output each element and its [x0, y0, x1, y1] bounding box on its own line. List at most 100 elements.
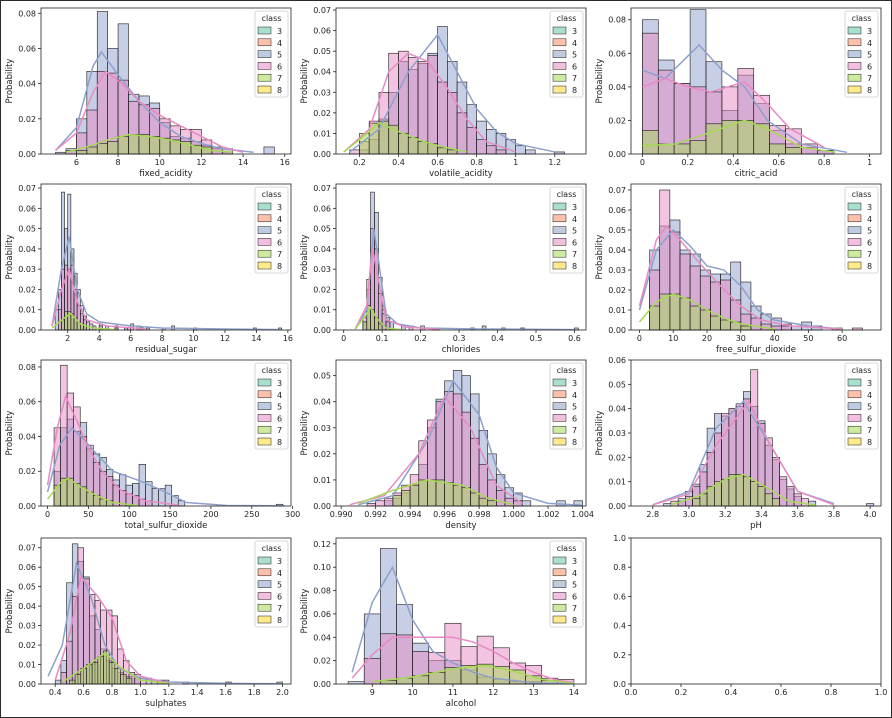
histogram-bar: [107, 141, 119, 155]
histogram-bar: [525, 149, 536, 155]
kde-curve-class-6: [349, 395, 523, 506]
legend-label: 3: [867, 379, 872, 388]
series-class-6: [65, 71, 233, 155]
legend: class 3 4 5 6 7 8: [844, 10, 879, 98]
legend: class 3 4 5 6 7 8: [254, 540, 289, 628]
x-tick-label: 12: [488, 688, 498, 697]
x-tick-label: 0.998: [468, 510, 491, 519]
x-tick-label: 14: [569, 688, 579, 697]
legend-swatch-class-7: [847, 73, 862, 82]
legend-label: 6: [277, 238, 282, 247]
x-tick-label: 10: [408, 688, 418, 697]
histogram-bar: [476, 139, 487, 155]
legend-label: 3: [867, 203, 872, 212]
y-tick-label: 0.03: [313, 265, 331, 274]
x-tick-label: 1.000: [502, 510, 525, 519]
histogram-bar: [362, 321, 368, 331]
x-tick-label: 0.2: [414, 334, 427, 343]
legend-title: class: [262, 190, 282, 199]
x-tick-label: 1.6: [219, 688, 232, 697]
legend-label: 6: [572, 238, 577, 247]
x-tick-label: 8: [116, 158, 121, 167]
legend-swatch-class-6: [847, 62, 862, 70]
y-tick-label: 0.04: [313, 68, 331, 77]
histogram-bar: [378, 323, 383, 331]
y-tick-label: 0.0: [613, 680, 626, 689]
legend-swatch-class-4: [257, 38, 272, 47]
histogram-bar: [692, 498, 701, 507]
legend-label: 6: [277, 62, 282, 71]
y-tick-label: 0.08: [608, 16, 626, 25]
y-tick-label: 0.00: [608, 150, 626, 159]
x-tick-label: 0.0: [625, 688, 638, 697]
axes-frame: [335, 359, 587, 507]
subplot-10: 0.4 0.6 0.8 1.0 1.2 1.4 1.6 1.8 2.0 0.00 0.01 0.02 0…: [5, 537, 292, 709]
x-tick-label: 300: [285, 510, 300, 519]
series-class-7: [69, 650, 133, 685]
kde-curve-class-5: [46, 426, 285, 507]
kde-curve-class-6: [46, 394, 179, 506]
legend-swatch-class-8: [552, 437, 567, 446]
histogram-bar: [721, 478, 730, 507]
x-tick-label: 3.0: [683, 510, 696, 519]
histogram-bar: [764, 493, 773, 507]
legend-label: 8: [572, 262, 577, 271]
legend-label: 3: [277, 379, 282, 388]
histogram-bar: [117, 136, 129, 155]
legend-label: 3: [572, 203, 577, 212]
x-tick-label: 0.992: [364, 510, 387, 519]
legend-swatch-class-8: [257, 261, 272, 270]
kde-curve-class-6: [642, 77, 825, 148]
histogram-bar: [515, 145, 526, 155]
legend-title: class: [557, 544, 577, 553]
legend-label: 6: [572, 414, 577, 423]
x-tick-label: 0.8: [825, 688, 838, 697]
histogram-bar: [757, 486, 766, 507]
axes-frame: [630, 537, 882, 685]
histogram-bar: [521, 500, 532, 507]
y-tick-label: 0.00: [608, 326, 626, 335]
histogram-bar: [114, 668, 121, 685]
x-tick-label: 0.4: [727, 158, 740, 167]
y-axis-label: Probability: [595, 235, 605, 280]
x-tick-label: 0.2: [675, 688, 688, 697]
x-tick-label: 1.0: [875, 688, 888, 697]
histogram-bar: [149, 136, 161, 155]
histogram-bar: [375, 500, 385, 507]
legend-swatch-class-3: [552, 378, 567, 387]
x-tick-label: 1.2: [162, 688, 175, 697]
x-tick-label: 0: [640, 158, 645, 167]
legend-label: 5: [572, 51, 577, 60]
y-tick-label: 0.4: [613, 622, 626, 631]
legend-swatch-class-8: [847, 437, 862, 446]
kde-curve-class-7: [51, 312, 115, 331]
x-tick-label: 0.996: [433, 510, 456, 519]
histogram-bar: [750, 481, 759, 507]
kde-curve-class-6: [354, 248, 440, 331]
histogram-bar: [461, 487, 471, 507]
y-tick-label: 0.05: [313, 47, 331, 56]
x-tick-label: 40: [769, 334, 779, 343]
legend-label: 4: [572, 391, 577, 400]
histogram-bar: [383, 497, 394, 507]
legend-label: 5: [572, 403, 577, 412]
axes-frame: [40, 7, 292, 155]
legend-swatch-class-4: [552, 38, 567, 47]
legend-label: 4: [867, 39, 872, 48]
kde-curve-class-7: [642, 119, 836, 154]
y-tick-label: 0.03: [18, 622, 36, 631]
x-tick-label: 2: [65, 334, 70, 343]
x-tick-label: 50: [803, 334, 813, 343]
kde-curve-class-7: [61, 651, 169, 685]
series-class-6: [366, 390, 523, 507]
x-tick-label: 1: [867, 158, 872, 167]
x-tick-label: 3.8: [828, 510, 841, 519]
y-tick-label: 0.07: [18, 184, 36, 193]
legend: class 3 4 5 6 7 8: [254, 186, 289, 274]
y-tick-label: 0.00: [313, 326, 331, 335]
legend: class 3 4 5 6 7 8: [549, 362, 584, 450]
legend-swatch-class-3: [257, 26, 272, 35]
histogram-bar: [401, 490, 411, 507]
histogram-bar: [437, 81, 448, 155]
